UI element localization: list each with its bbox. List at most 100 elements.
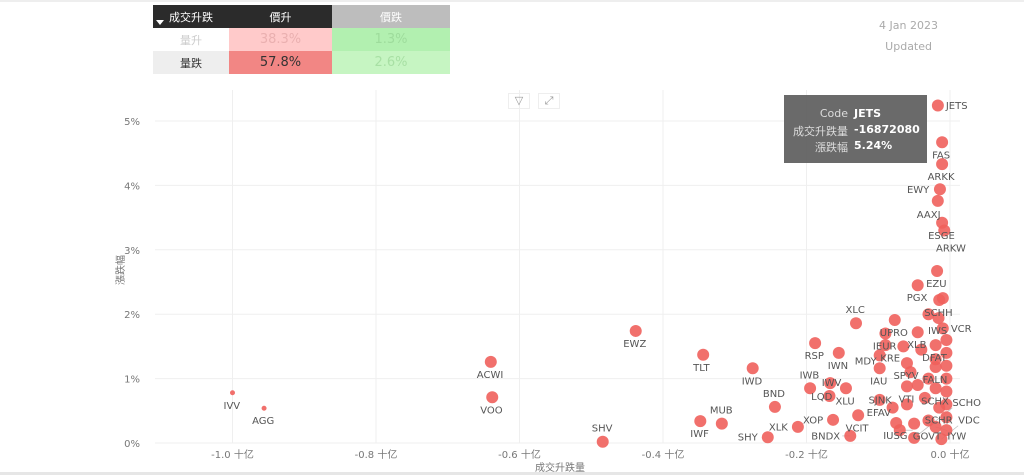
data-point[interactable] xyxy=(918,391,931,404)
data-point[interactable] xyxy=(936,158,949,171)
data-point[interactable] xyxy=(915,343,928,356)
data-label: VOO xyxy=(480,405,503,416)
matrix-col-price-down[interactable]: 價跌 xyxy=(332,5,450,28)
data-point[interactable] xyxy=(938,224,951,237)
data-point[interactable] xyxy=(873,362,886,375)
data-point[interactable] xyxy=(879,327,892,340)
data-label: UPRO xyxy=(880,328,908,339)
matrix-row: 量升 38.3% 1.3% xyxy=(153,28,450,51)
bottom-divider xyxy=(0,472,1024,475)
data-point[interactable] xyxy=(804,382,817,395)
data-label: IWV xyxy=(822,378,842,389)
data-point[interactable] xyxy=(761,431,774,444)
data-point[interactable] xyxy=(936,292,949,305)
data-label: VCIT xyxy=(846,423,870,434)
data-label: IUSG xyxy=(883,431,907,442)
data-point[interactable] xyxy=(886,401,899,414)
data-label: RSP xyxy=(805,351,824,362)
data-label: VCR xyxy=(951,324,972,335)
data-point[interactable] xyxy=(940,398,953,411)
data-point[interactable] xyxy=(940,333,953,346)
data-point[interactable] xyxy=(935,433,948,446)
filter-icon[interactable]: ▽ xyxy=(508,93,530,109)
data-label: IWB xyxy=(800,370,820,381)
data-label: XLK xyxy=(769,422,788,433)
data-point[interactable] xyxy=(911,326,924,339)
matrix-cell[interactable]: 1.3% xyxy=(332,28,450,51)
data-point[interactable] xyxy=(900,380,913,393)
y-tick-label: 5% xyxy=(124,117,140,128)
data-point[interactable] xyxy=(931,265,944,278)
data-point[interactable] xyxy=(850,317,863,330)
focus-mode-icon[interactable]: ⤢ xyxy=(538,93,560,109)
data-point[interactable] xyxy=(911,279,924,292)
data-point[interactable] xyxy=(940,346,953,359)
matrix-corner-header[interactable]: 成交升跌 xyxy=(153,5,229,28)
data-point[interactable] xyxy=(697,348,710,361)
data-label: PGX xyxy=(907,293,928,304)
data-point[interactable] xyxy=(904,366,917,379)
data-point[interactable] xyxy=(694,415,707,428)
data-point[interactable] xyxy=(908,431,921,444)
data-point[interactable] xyxy=(746,362,759,375)
data-point[interactable] xyxy=(908,417,921,430)
data-point[interactable] xyxy=(929,339,942,352)
data-point[interactable] xyxy=(936,136,949,149)
data-point[interactable] xyxy=(839,382,852,395)
data-point[interactable] xyxy=(940,372,953,385)
matrix-row-label[interactable]: 量升 xyxy=(153,28,229,51)
data-point[interactable] xyxy=(629,324,642,337)
data-point[interactable] xyxy=(596,435,609,448)
data-point[interactable] xyxy=(230,390,235,396)
data-point[interactable] xyxy=(824,377,837,390)
data-point[interactable] xyxy=(922,414,935,427)
data-point[interactable] xyxy=(879,339,892,352)
tooltip-key: Code xyxy=(819,107,848,120)
data-point[interactable] xyxy=(929,353,942,366)
data-point[interactable] xyxy=(900,357,913,370)
data-label: SHY xyxy=(738,433,759,444)
data-label: FAS xyxy=(932,150,950,161)
data-point[interactable] xyxy=(897,340,910,353)
data-point[interactable] xyxy=(922,308,935,321)
data-point[interactable] xyxy=(929,382,942,395)
data-point[interactable] xyxy=(827,413,840,426)
data-point[interactable] xyxy=(486,391,499,404)
data-point[interactable] xyxy=(832,346,845,359)
data-point[interactable] xyxy=(931,194,944,207)
matrix-cell[interactable]: 57.8% xyxy=(229,51,332,74)
data-point[interactable] xyxy=(484,355,497,368)
data-point[interactable] xyxy=(940,424,953,437)
matrix-col-price-up[interactable]: 價升 xyxy=(229,5,332,28)
data-point[interactable] xyxy=(936,322,949,335)
data-point[interactable] xyxy=(922,372,935,385)
data-point[interactable] xyxy=(791,420,804,433)
matrix-cell[interactable]: 38.3% xyxy=(229,28,332,51)
matrix-row-label[interactable]: 量跌 xyxy=(153,51,229,74)
data-point[interactable] xyxy=(940,359,953,372)
data-point[interactable] xyxy=(900,398,913,411)
data-point[interactable] xyxy=(888,313,901,326)
data-point[interactable] xyxy=(873,393,886,406)
data-point[interactable] xyxy=(852,409,865,422)
y-tick-label: 1% xyxy=(124,375,140,386)
data-point[interactable] xyxy=(715,417,728,430)
data-point[interactable] xyxy=(823,389,836,402)
data-point[interactable] xyxy=(261,405,267,411)
data-point[interactable] xyxy=(911,379,924,392)
data-point[interactable] xyxy=(893,424,906,437)
data-point[interactable] xyxy=(933,183,946,196)
data-point[interactable] xyxy=(940,385,953,398)
data-point[interactable] xyxy=(932,312,945,325)
data-point[interactable] xyxy=(809,337,822,350)
tooltip: Code JETS 成交升跌量 -16872080 漲跌幅 5.24% xyxy=(784,95,927,163)
data-point[interactable] xyxy=(844,429,857,442)
data-point[interactable] xyxy=(768,400,781,413)
data-label: EWZ xyxy=(623,339,646,350)
date-label: 4 Jan 2023 xyxy=(879,19,938,32)
matrix-cell[interactable]: 2.6% xyxy=(332,51,450,74)
data-point[interactable] xyxy=(873,349,886,362)
data-point[interactable] xyxy=(931,99,944,112)
data-point[interactable] xyxy=(940,411,953,424)
